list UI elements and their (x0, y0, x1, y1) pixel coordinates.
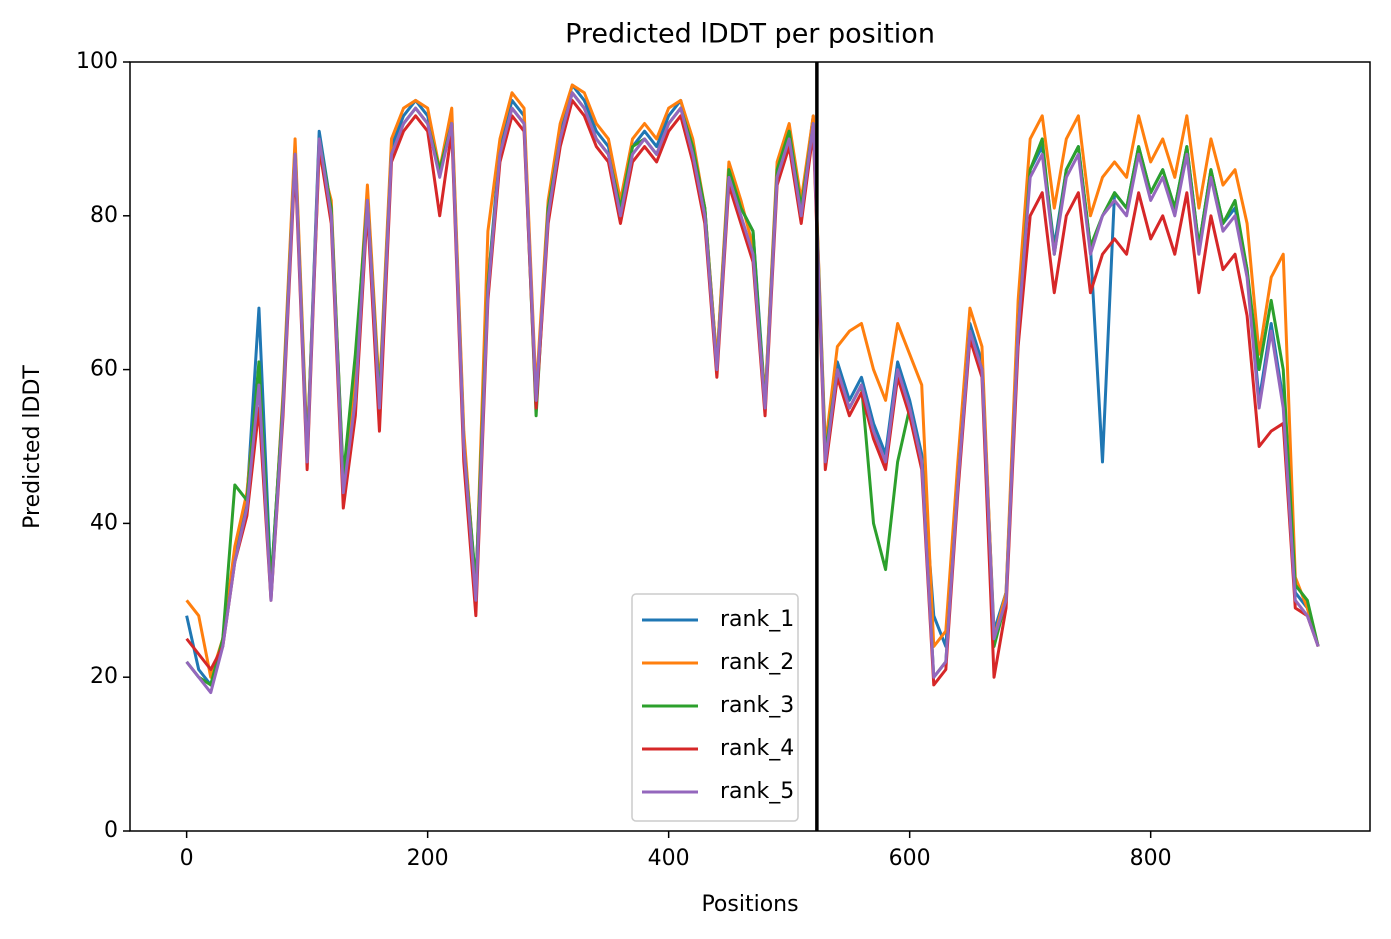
y-tick-label: 0 (104, 818, 118, 843)
legend-label: rank_3 (720, 693, 794, 718)
y-axis-label: Predicted lDDT (20, 365, 45, 529)
y-tick-label: 80 (90, 203, 118, 228)
x-axis-label: Positions (701, 892, 798, 917)
legend-label: rank_4 (720, 736, 794, 761)
legend-label: rank_5 (720, 779, 794, 804)
x-tick-label: 200 (407, 846, 449, 871)
legend-label: rank_1 (720, 607, 794, 632)
y-tick-label: 40 (90, 510, 118, 535)
y-tick-label: 100 (76, 49, 118, 74)
y-tick-label: 20 (90, 664, 118, 689)
x-tick-label: 0 (180, 846, 194, 871)
y-tick-label: 60 (90, 357, 118, 382)
chart-title: Predicted lDDT per position (565, 19, 935, 50)
line-series (185, 91, 1320, 695)
x-tick-label: 600 (889, 846, 931, 871)
legend-box (631, 593, 799, 822)
legend-label: rank_2 (720, 650, 794, 675)
x-tick-label: 800 (1130, 846, 1172, 871)
plot-frame (129, 61, 1371, 832)
x-tick-label: 400 (648, 846, 690, 871)
